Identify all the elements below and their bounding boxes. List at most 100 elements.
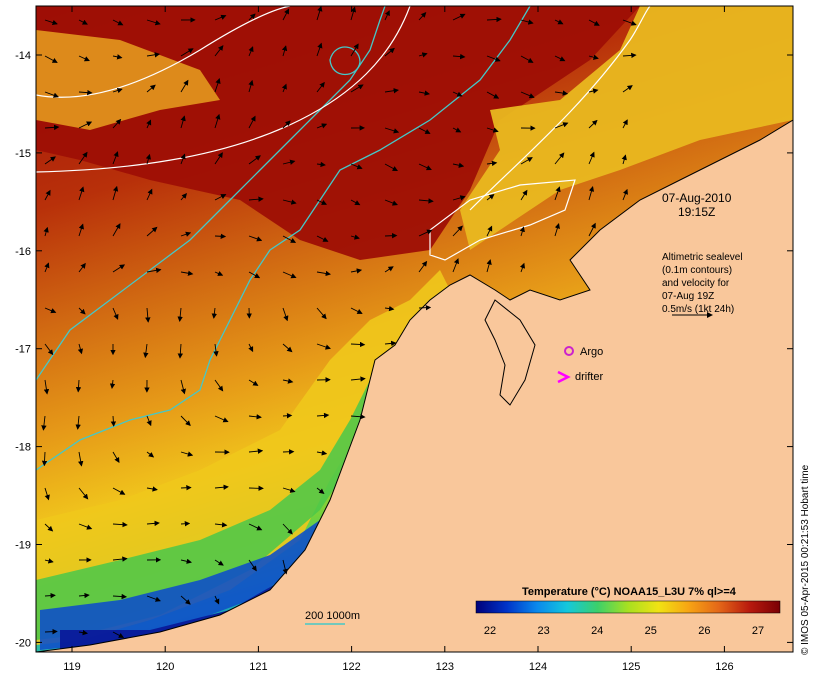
velocity-arrow [486,225,493,237]
velocity-arrow [180,193,187,201]
velocity-arrow [214,271,224,276]
velocity-arrow [146,415,152,427]
colorbar-tick-label: 25 [645,625,657,637]
velocity-arrow [214,379,224,392]
velocity-arrow [350,341,366,348]
velocity-arrow [452,91,463,97]
velocity-arrow [112,54,123,60]
velocity-arrow [78,592,90,599]
velocity-arrow [418,260,428,273]
coastal-yellow-band [36,270,455,645]
velocity-arrow [75,415,81,430]
colorbar-tick-label: 22 [484,625,496,637]
velocity-arrow [180,485,192,491]
velocity-arrow [214,559,224,566]
velocity-arrow [180,379,186,395]
longitude-axis: 119 120 121 122 123 124 125 126 [63,6,734,673]
velocity-arrow [520,157,533,165]
lon-tick-label: 120 [156,661,174,673]
velocity-arrow [350,199,361,206]
velocity-arrow [486,55,501,62]
velocity-arrow [248,523,263,531]
velocity-arrow [248,115,256,129]
velocity-arrow [248,235,263,242]
velocity-arrow [112,223,121,237]
velocity-arrow [622,19,637,26]
velocity-arrow [248,196,264,202]
velocity-arrow [180,115,186,129]
velocity-arrow [384,340,397,347]
velocity-arrow [146,119,152,129]
velocity-arrow [41,415,47,431]
velocity-arrow [418,90,430,96]
velocity-arrow [180,595,191,605]
velocity-arrow [282,378,294,384]
velocity-arrow [214,152,223,165]
velocity-arrow [452,162,465,168]
velocity-arrow [248,13,256,21]
sealevel-contour-3 [429,179,576,261]
velocity-arrow [350,307,363,314]
altimetry-note-line: 0.5m/s (1kt 24h) [662,304,734,315]
velocity-arrow [281,83,287,93]
velocity-arrow [145,307,151,323]
velocity-arrow [44,487,50,501]
velocity-arrow [78,262,86,273]
velocity-arrow [384,47,395,57]
velocity-arrow [621,154,627,165]
sealevel-contour-1 [36,6,291,98]
velocity-arrow [146,84,156,93]
velocity-arrow [44,55,58,63]
velocity-arrow [44,156,56,165]
velocity-arrow [384,305,395,312]
velocity-arrow [452,195,466,201]
velocity-arrow [282,559,288,575]
velocity-arrow [143,343,149,359]
velocity-arrow [214,595,220,605]
velocity-arrow [213,343,219,357]
velocity-arrow [112,556,128,562]
velocity-arrow [75,379,82,393]
velocity-arrow [146,520,160,527]
velocity-arrow [316,199,328,205]
velocity-arrow [486,91,500,99]
velocity-arrow [248,379,259,386]
velocity-arrow [248,448,264,454]
velocity-arrow [384,266,394,273]
velocity-arrow [214,14,227,21]
velocity-arrow [78,121,93,129]
depth-legend-label: 200 1000m [305,610,360,622]
velocity-arrow [486,160,498,167]
velocity-arrow [282,523,293,535]
velocity-arrow [316,235,329,242]
credit-text: © IMOS 05-Apr-2015 00:21:53 Hobart time [800,464,811,655]
depth-contour-200m [36,6,531,471]
velocity-arrow [554,55,566,62]
velocity-arrow [350,268,363,274]
velocity-arrow [180,48,194,57]
velocity-arrow [146,226,158,237]
velocity-arrow [214,78,221,93]
velocity-arrow [452,53,466,60]
velocity-arrow [282,159,296,165]
velocity-arrow [486,127,499,133]
coastal-green-band [36,380,380,640]
velocity-arrow [486,259,492,273]
velocity-arrow [78,19,88,25]
velocity-arrow [112,19,124,26]
drifter-label: drifter [575,371,603,383]
velocity-arrow [180,558,192,564]
velocity-arrow [452,225,463,237]
velocity-arrow [44,592,56,599]
velocity-arrow [145,153,151,165]
velocity-arrow [112,593,127,600]
lat-tick-label: -16 [15,246,31,258]
velocity-arrow [384,10,390,21]
velocity-arrow [418,304,432,311]
velocity-arrow [248,559,257,572]
velocity-arrow [316,412,330,419]
colorbar-title: Temperature (°C) NOAA15_L3U 7% ql>=4 [522,586,737,598]
velocity-arrow [452,127,462,133]
velocity-arrow [418,229,433,237]
